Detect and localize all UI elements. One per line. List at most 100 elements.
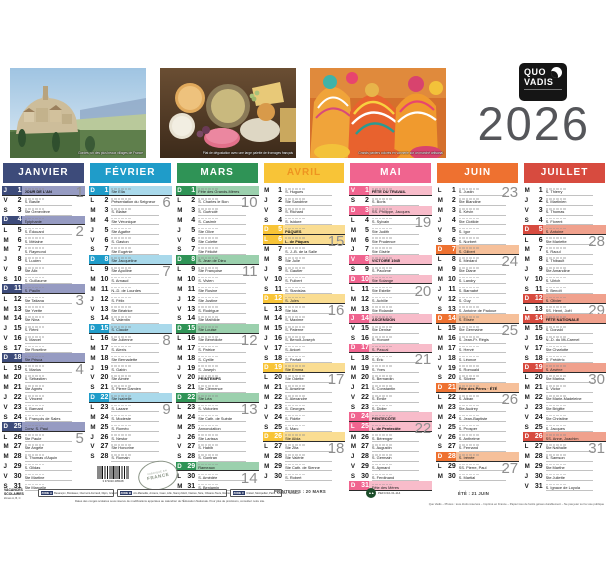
saint-cell: S. Nestor <box>111 432 159 442</box>
day-letter: D <box>90 255 95 263</box>
saint-name: Ste Nathalie <box>545 445 567 451</box>
day-number: 25 <box>100 423 109 431</box>
week-number: 22 <box>414 420 432 438</box>
month-header: JUIN <box>437 163 519 183</box>
day-letter: J <box>350 453 355 461</box>
day-number: 20 <box>361 374 369 382</box>
day-row: S 3 Ste Geneviève <box>2 206 85 216</box>
day-number: 31 <box>534 482 543 490</box>
day-number-cell: S 17 <box>2 344 22 354</box>
saint-name: S. Jules <box>285 297 299 303</box>
day-letter: M <box>524 256 530 264</box>
day-row: M 10 S. Arnaud <box>89 275 172 285</box>
saint-name: PÂQUES <box>285 228 302 234</box>
saint-cell: SS. Pierre, Paul <box>458 462 507 472</box>
day-number: 6 <box>538 236 543 244</box>
day-number-cell: L 18 <box>349 353 369 363</box>
sun-times-line <box>458 454 479 456</box>
saint-name: Rameaux <box>198 465 215 471</box>
day-number-cell: V 30 <box>2 471 22 481</box>
legal-line: Quo Vadis – Photos : tous droits réservé… <box>428 502 604 506</box>
saint-name: Ste Amandine <box>545 268 570 274</box>
saint-name: Ste Cath. de Suède <box>198 415 233 421</box>
sun-times-line <box>458 267 479 269</box>
day-number-cell: D 25 <box>2 422 22 432</box>
saint-cell: ASCENSION <box>371 314 419 323</box>
day-letter: J <box>264 335 268 343</box>
saint-name: S. Martial <box>458 474 476 480</box>
day-number: 3 <box>104 207 109 215</box>
day-row: V 6 S. Gaston <box>89 235 172 246</box>
day-letter: S <box>3 207 8 215</box>
saint-cell: S. Félix <box>111 294 159 305</box>
day-row: M 5 Ste Judith <box>349 225 432 236</box>
day-number: 2 <box>17 197 22 205</box>
saint-cell: S. Bernardin <box>371 373 420 383</box>
day-row: S 4 S. Florent <box>523 216 606 226</box>
saint-cell: Ste Julie <box>285 255 333 265</box>
saint-cell: S. Éric <box>371 353 420 364</box>
day-number-cell: L 22 <box>436 393 456 403</box>
day-letter: S <box>3 276 8 284</box>
day-letter: D <box>264 295 269 303</box>
day-number: 17 <box>534 344 543 352</box>
day-number-cell: M 27 <box>349 442 369 452</box>
day-row: M 14 S. Maxime <box>263 314 346 324</box>
day-number: 15 <box>274 325 283 333</box>
day-row: V 27 Ste Honorine <box>89 442 172 452</box>
week-number: 24 <box>501 252 519 270</box>
day-row: M 21 S. Victor <box>523 383 606 393</box>
day-letter: L <box>3 226 8 234</box>
sun-times-line <box>198 316 219 318</box>
day-row: L 16 Ste Julienne <box>89 334 172 344</box>
day-letter: J <box>3 256 7 264</box>
day-number: 25 <box>274 423 283 431</box>
day-number: 27 <box>100 443 109 451</box>
week-number: 4 <box>75 361 84 379</box>
day-letter: M <box>264 463 270 471</box>
day-number: 15 <box>13 325 22 333</box>
day-number: 13 <box>361 305 369 313</box>
sun-times-line <box>545 257 566 259</box>
day-row: M 11 Ste Rosine <box>176 284 259 295</box>
sun-times-line <box>545 463 566 466</box>
saint-cell: S. Joseph <box>198 363 246 374</box>
day-row: V 17 S. Anicet <box>263 344 346 354</box>
saint-cell: S. Modeste <box>111 412 159 423</box>
day-letter: D <box>3 285 8 293</box>
day-number: 16 <box>13 335 22 343</box>
day-number: 20 <box>447 374 456 382</box>
saint-name: PRINTEMPS <box>198 376 221 382</box>
sun-times-line <box>198 424 219 427</box>
day-number: 22 <box>187 393 196 401</box>
day-letter: V <box>264 344 269 352</box>
sun-times-line <box>198 345 219 348</box>
saint-cell: S. Marc <box>285 422 333 433</box>
ete-label: ÉTÉ : 21 JUIN <box>458 491 490 496</box>
day-number-cell: V 15 <box>349 324 369 334</box>
saint-cell: Ste Bénédicte <box>198 334 246 344</box>
day-row: V 3 S. Thomas <box>523 206 606 216</box>
saint-name: Ste Rosine <box>198 287 218 293</box>
sun-times-line <box>285 454 305 456</box>
day-number: 29 <box>13 463 22 471</box>
day-letter: V <box>350 255 356 263</box>
saint-name: S. Claude <box>111 327 129 333</box>
saint-name: S. Jean de Dieu <box>198 258 226 264</box>
saint-name: Ste Charlotte <box>545 346 569 352</box>
saint-cell: FÊTE NATIONALE <box>545 314 593 323</box>
day-number-cell: M 21 <box>263 383 283 393</box>
saint-cell: S. Marcel <box>24 334 72 344</box>
sun-times-line <box>111 355 132 358</box>
saint-cell: Ste Clémence <box>198 383 246 393</box>
day-number-cell: D 31 <box>349 481 370 491</box>
sun-times-line <box>285 306 305 308</box>
sun-times-line <box>371 483 392 486</box>
week-number: 30 <box>588 371 605 389</box>
saint-cell: S. Thierry <box>545 186 593 196</box>
